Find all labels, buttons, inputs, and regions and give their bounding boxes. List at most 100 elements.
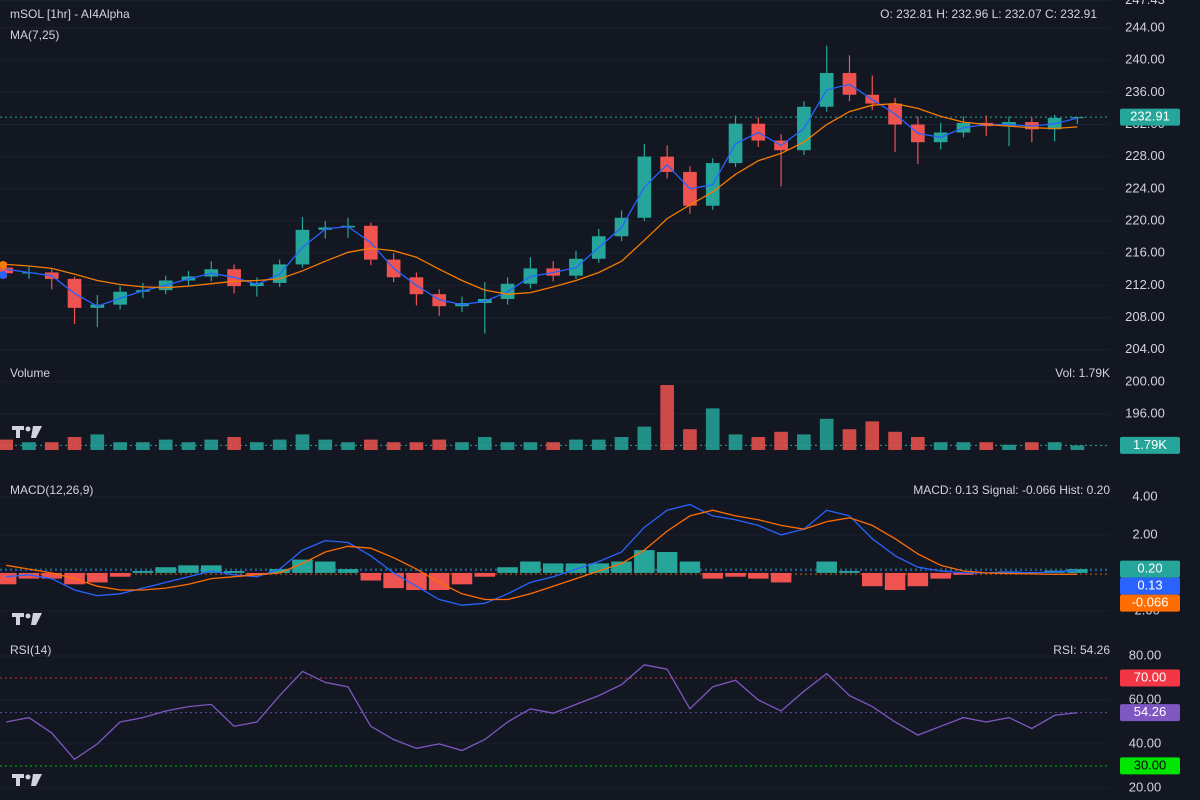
y-tick-label: 60.00 [1129, 691, 1162, 706]
histogram-bar [565, 563, 587, 573]
value-tag-label: -0.066 [1132, 595, 1169, 610]
volume-bar [455, 442, 469, 450]
y-tick-label: 40.00 [1129, 735, 1162, 750]
volume-bar [933, 442, 948, 450]
volume-bar [181, 442, 196, 450]
volume-bar [136, 442, 150, 450]
histogram-bar [907, 572, 929, 587]
y-tick-label: 200.00 [1125, 373, 1165, 388]
histogram-bar [497, 567, 518, 573]
histogram-bar [953, 572, 974, 575]
volume-bar [774, 431, 788, 450]
volume-bar [705, 408, 720, 450]
y-tick-label: 244.00 [1125, 19, 1165, 34]
histogram-bar [702, 572, 723, 579]
volume-bar [386, 442, 401, 450]
value-tag [1120, 704, 1180, 722]
rsi-title: RSI(14) [10, 643, 51, 657]
line-series [6, 664, 1078, 761]
histogram-bar [679, 561, 701, 573]
histogram-bar [520, 561, 541, 573]
histogram-bar [474, 572, 496, 577]
y-tick-label: 236.00 [1125, 84, 1165, 99]
volume-bar [591, 439, 606, 450]
volume-bar [432, 439, 447, 450]
y-tick-label: 208.00 [1125, 309, 1165, 324]
volume-bar [865, 421, 880, 450]
y-tick-label: 20.00 [1129, 779, 1162, 794]
histogram-bar [132, 571, 154, 573]
candle-body [0, 267, 13, 274]
rsi-readout: RSI: 54.26 [1053, 643, 1110, 657]
volume-bar [227, 437, 241, 450]
logo-part [25, 774, 31, 780]
histogram-bar [155, 567, 176, 573]
price-tag [1120, 108, 1180, 126]
volume-tag [1120, 436, 1180, 454]
volume-bar [250, 442, 264, 450]
volume-bar [683, 429, 697, 450]
volume-bar [888, 431, 902, 450]
logo-part [25, 613, 31, 619]
histogram-bar [178, 565, 199, 573]
volume-bar [363, 439, 378, 450]
volume-bar [409, 442, 424, 450]
histogram-bar [87, 572, 108, 583]
histogram-bar [611, 561, 632, 573]
line-series [6, 509, 1078, 601]
y-tick-label: 216.00 [1125, 245, 1165, 260]
histogram-bar [314, 561, 336, 573]
volume-bar [728, 434, 743, 450]
histogram-bar [201, 565, 222, 573]
volume-bar [341, 442, 355, 450]
logo [12, 426, 42, 438]
y-tick-label: 4.00 [1132, 488, 1157, 503]
line-series [6, 102, 1078, 295]
histogram-bar [223, 571, 245, 573]
logo-part [16, 774, 20, 786]
volume-bar [113, 442, 127, 450]
volume-bar [637, 426, 652, 450]
volume-tag-label: 1.79K [1133, 437, 1167, 452]
histogram-bar [0, 572, 17, 585]
volume-bar [797, 434, 811, 450]
histogram-bar [656, 552, 678, 573]
labels: mSOL [1hr] - AI4Alpha MA(7,25) O: 232.81… [10, 7, 1110, 657]
y-tick-label: 196.00 [1125, 405, 1165, 420]
volume-bar [67, 437, 82, 450]
histogram-bar [269, 569, 290, 573]
macd-readout: MACD: 0.13 Signal: -0.066 Hist: 0.20 [913, 483, 1110, 497]
candle-body [1070, 117, 1085, 119]
value-tag [1120, 757, 1180, 775]
price-tag-label: 232.91 [1130, 109, 1170, 124]
grid [0, 0, 1110, 789]
logo-part [31, 613, 42, 625]
value-tag-label: 30.00 [1134, 757, 1167, 772]
histogram-bar [770, 572, 792, 583]
y-tick-label: 2.00 [1132, 526, 1157, 541]
histogram-bar [246, 572, 268, 575]
histogram-bar [18, 572, 40, 579]
histogram-bar [588, 563, 610, 573]
volume-title: Volume [10, 366, 50, 380]
volume-bar [569, 439, 583, 450]
volume-bar [1024, 442, 1039, 450]
histogram-bar [109, 572, 131, 577]
volume-bar [318, 439, 333, 450]
volume-bar [1002, 444, 1016, 450]
volume-bar [546, 442, 561, 450]
histogram-bar [360, 572, 382, 581]
value-tag-label: 0.13 [1137, 578, 1162, 593]
volume-bar [523, 442, 538, 450]
histogram-bar [337, 569, 359, 573]
tags: 196.00 200.00 204.00 208.00 212.00 216.00 220.… [1120, 0, 1180, 794]
volume-bar [295, 434, 310, 450]
value-tag-label: 54.26 [1134, 704, 1167, 719]
volume-bar [614, 437, 629, 450]
volume-bar [1047, 442, 1062, 450]
y-tick-label: 212.00 [1125, 277, 1165, 292]
value-tag [1120, 560, 1180, 578]
volume-bar [660, 385, 674, 450]
